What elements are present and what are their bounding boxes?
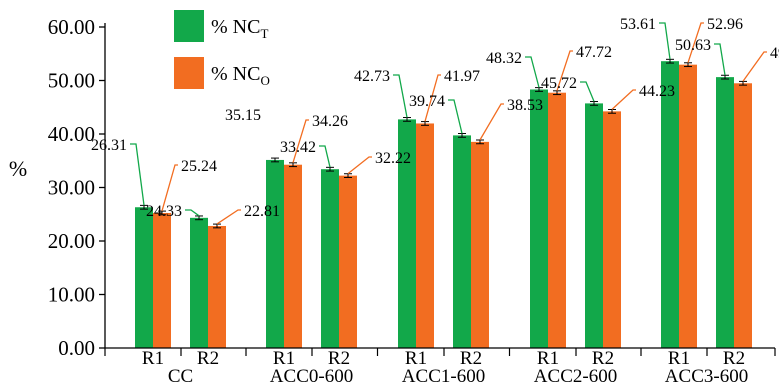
label-leader-lines (130, 22, 767, 225)
data-label: 33.42 (280, 139, 316, 156)
bar (471, 141, 489, 348)
data-label: 49.48 (770, 45, 779, 62)
group-label: ACC1-600 (402, 366, 485, 385)
bar (398, 119, 416, 348)
leader-line (130, 143, 145, 206)
bar (679, 64, 697, 348)
bar (266, 159, 284, 348)
bar (661, 61, 679, 349)
legend: % NCT % NCO (174, 10, 270, 89)
bar (190, 217, 208, 348)
leader-line (347, 156, 372, 175)
data-label: 26.31 (91, 137, 127, 154)
y-tick-label: 60.00 (48, 15, 95, 39)
data-labels: 26.31 24.33 35.15 33.42 42.73 39.74 48.32 45.72… (91, 16, 779, 220)
leader-line (185, 209, 200, 217)
category-label: R2 (328, 348, 350, 369)
bar (585, 103, 603, 348)
bar (453, 135, 471, 348)
y-tick-label: 40.00 (48, 122, 95, 146)
data-label: 32.22 (375, 150, 411, 167)
leader-line (424, 74, 441, 122)
bar (603, 111, 621, 348)
category-label: R2 (460, 348, 482, 369)
bars (135, 58, 752, 349)
leader-line (448, 99, 463, 134)
category-label: R2 (592, 348, 614, 369)
category-label: R2 (723, 348, 745, 369)
group-label: CC (168, 366, 193, 385)
legend-label: % NCO (211, 63, 270, 88)
leader-line (525, 56, 540, 88)
leader-line (714, 43, 726, 76)
y-tick-label: 10.00 (48, 283, 95, 307)
leader-line (479, 103, 504, 141)
bar (548, 92, 566, 348)
leader-line (292, 119, 309, 163)
leader-line (687, 22, 704, 63)
y-tick-label: 50.00 (48, 69, 95, 93)
leader-line (556, 50, 573, 91)
leader-line (216, 209, 241, 225)
y-axis-title: % (9, 156, 27, 181)
bar (734, 83, 752, 349)
data-label: 53.61 (620, 16, 656, 33)
data-label: 34.26 (312, 113, 348, 130)
bar (530, 89, 548, 348)
bar (284, 164, 302, 348)
group-label: ACC0-600 (270, 366, 353, 385)
data-label: 41.97 (444, 68, 480, 85)
y-tick-label: 20.00 (48, 229, 95, 253)
data-label: 24.33 (146, 203, 182, 220)
data-label: 44.23 (639, 83, 675, 100)
bar (208, 225, 226, 348)
y-tick-label: 30.00 (48, 176, 95, 200)
bar (153, 212, 171, 348)
bar (135, 207, 153, 348)
data-label: 50.63 (675, 37, 711, 54)
category-label: R1 (142, 348, 164, 369)
data-label: 48.32 (486, 50, 522, 67)
group-label: ACC2-600 (534, 366, 617, 385)
data-label: 45.72 (541, 75, 577, 92)
bar (339, 175, 357, 348)
leader-line (161, 164, 178, 212)
category-label: R2 (197, 348, 219, 369)
data-label: 39.74 (409, 93, 445, 110)
leader-line (319, 145, 331, 168)
leader-line (742, 51, 767, 82)
leader-line (580, 81, 595, 102)
category-label: R1 (405, 348, 427, 369)
group-label: ACC3-600 (665, 366, 748, 385)
legend-label: % NCT (211, 16, 268, 41)
data-label: 52.96 (707, 16, 743, 33)
legend-swatch (174, 57, 204, 89)
data-label: 35.15 (225, 107, 261, 124)
bar (416, 123, 434, 348)
category-label: R1 (668, 348, 690, 369)
category-label: R1 (273, 348, 295, 369)
y-tick-label: 0.00 (58, 336, 95, 360)
leader-line (611, 89, 636, 110)
data-label: 22.81 (244, 203, 280, 220)
bar (321, 169, 339, 348)
legend-swatch (174, 10, 204, 42)
leader-line (393, 74, 408, 118)
data-label: 47.72 (576, 44, 612, 61)
leader-line (659, 22, 671, 60)
data-label: 42.73 (354, 68, 390, 85)
data-label: 25.24 (181, 158, 217, 175)
bar (716, 77, 734, 348)
y-axis: 0.00 10.00 20.00 30.00 40.00 50.00 60.00 (48, 15, 106, 360)
data-label: 38.53 (507, 97, 543, 114)
category-label: R1 (537, 348, 559, 369)
